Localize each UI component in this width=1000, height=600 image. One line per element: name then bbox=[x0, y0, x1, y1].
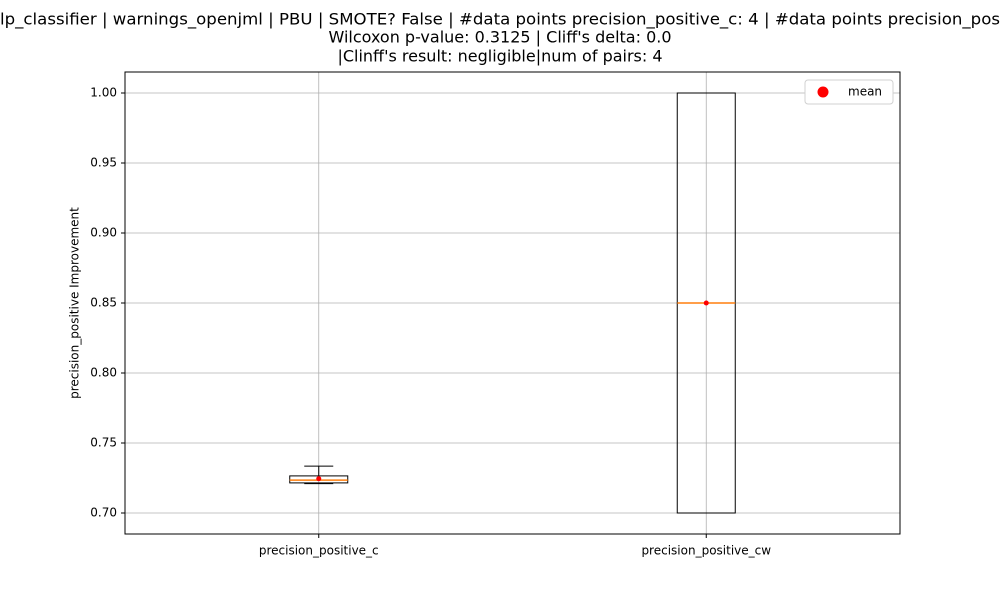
y-tick-label: 0.70 bbox=[90, 506, 117, 520]
y-tick-label: 0.85 bbox=[90, 296, 117, 310]
legend-marker bbox=[817, 86, 829, 98]
x-tick-label: precision_positive_c bbox=[259, 544, 379, 558]
y-tick-label: 0.75 bbox=[90, 436, 117, 450]
y-tick-label: 0.95 bbox=[90, 156, 117, 170]
chart-subtitle: Wilcoxon p-value: 0.3125 | Cliff's delta… bbox=[328, 28, 671, 47]
legend-label: mean bbox=[848, 85, 882, 99]
plot-frame bbox=[124, 71, 901, 535]
chart-title: lp_classifier | warnings_openjml | PBU |… bbox=[0, 10, 1000, 30]
mean-point bbox=[703, 300, 709, 306]
mean-point bbox=[316, 476, 322, 482]
y-tick-label: 0.80 bbox=[90, 366, 117, 380]
chart-subtitle: |Clinff's result: negligible|num of pair… bbox=[337, 47, 662, 66]
legend-box bbox=[804, 79, 894, 105]
y-tick-label: 0.90 bbox=[90, 226, 117, 240]
y-tick-label: 1.00 bbox=[90, 86, 117, 100]
x-tick-label: precision_positive_cw bbox=[641, 544, 771, 558]
y-axis-label: precision_positive Improvement bbox=[68, 207, 82, 399]
